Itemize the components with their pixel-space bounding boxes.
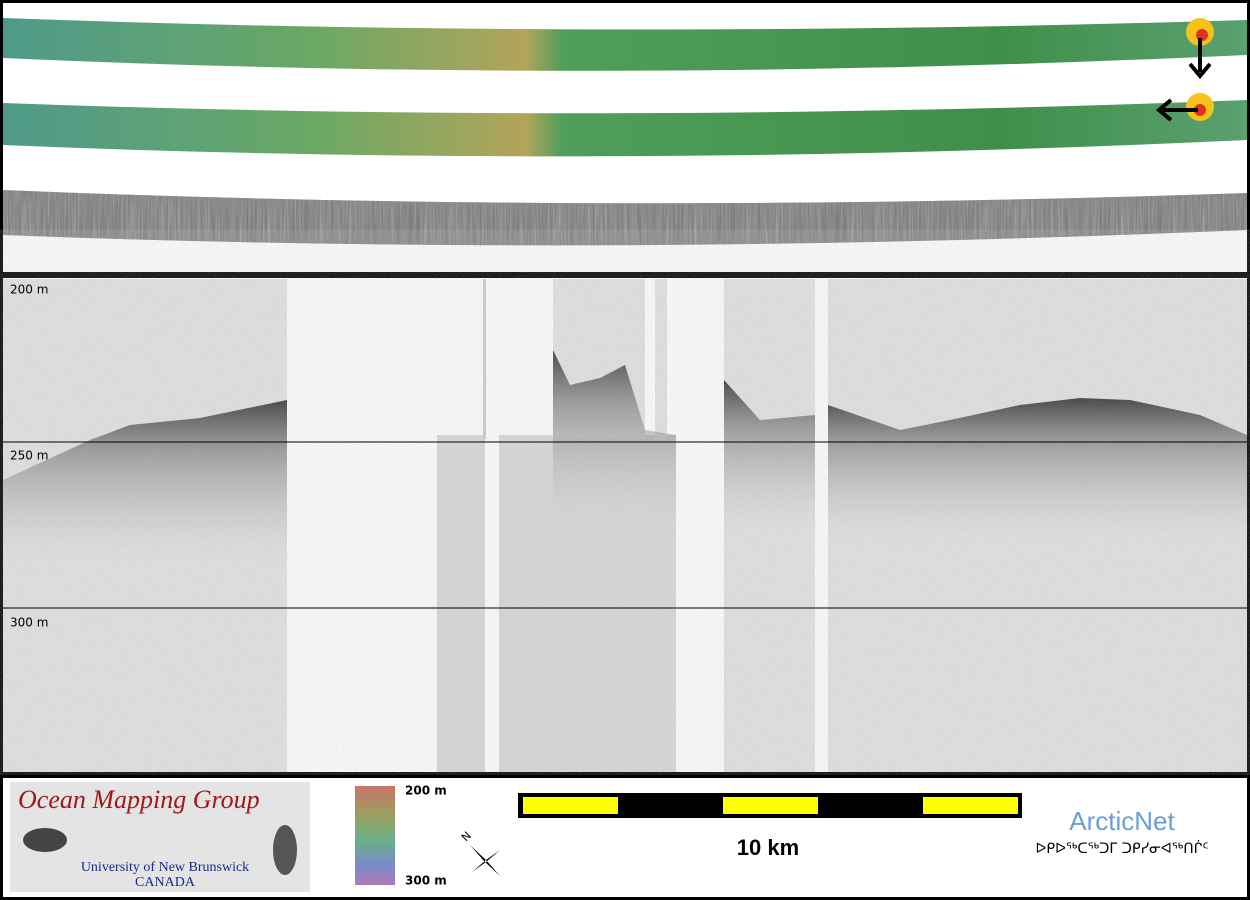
bathymetry-swath [3,100,1247,157]
scale-bar-label: 10 km [737,835,799,860]
compass-rose [470,845,500,876]
partner-name: ArcticNet [1069,806,1175,836]
partner-syllabics: ᐅᑭᐅᖅᑕᖅᑐᒥ ᑐᑭᓯᓂᐊᖅᑎᒌᑦ [1036,840,1209,857]
scale-bar: 10 km [518,793,1022,860]
color-bar-label: 200 m [405,784,447,798]
profile-data [3,279,1247,772]
color-bar [355,786,395,885]
logo-country: CANADA [135,875,196,890]
arrow-head [1155,98,1173,122]
depth-label: 200 m [10,283,48,297]
arrow-head [1188,62,1212,80]
scale-bar-segment [923,797,1018,814]
color-bar-label: 300 m [405,874,447,888]
omg-logo: Ocean Mapping Group University of New Br… [10,782,310,892]
logo-figure [23,828,67,852]
logo-figure [273,825,297,875]
bathymetry-swath [3,18,1247,71]
echo-noise [3,279,1247,772]
logo-university: University of New Brunswick [81,860,249,875]
scale-bar-segment [523,797,618,814]
logo-title: Ocean Mapping Group [18,785,260,814]
sun-core [1194,104,1206,116]
direction-icons [1155,18,1214,122]
scale-bar-segment [723,797,818,814]
depth-label: 250 m [10,449,48,463]
depth-label: 300 m [10,616,48,630]
